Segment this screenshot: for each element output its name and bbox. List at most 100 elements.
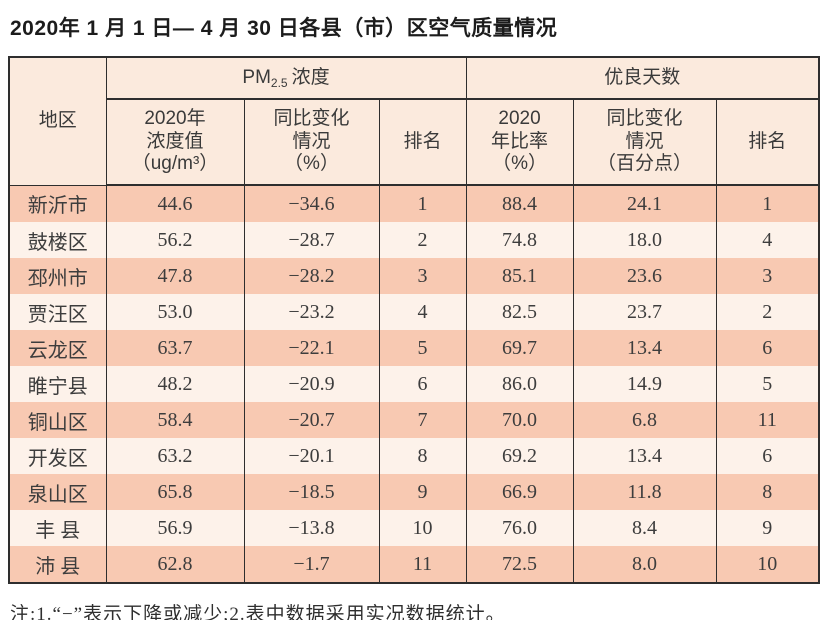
goodday-change-cell: 23.7 [572, 294, 717, 330]
goodday-rank-column-header: 排名 [715, 98, 820, 186]
goodday-rank-cell: 6 [715, 330, 820, 366]
goodday-rank-cell: 11 [715, 402, 820, 438]
pm25-value-cell: 58.4 [105, 402, 245, 438]
goodday-change-cell: 23.6 [572, 258, 717, 294]
pm25-change-cell: −34.6 [243, 185, 380, 222]
region-cell: 邳州市 [8, 258, 107, 294]
table-row: 睢宁县 48.2 −20.9 6 86.0 14.9 5 [8, 366, 820, 402]
table-body: 新沂市 44.6 −34.6 1 88.4 24.1 1 鼓楼区 56.2 −28.7 2 74.8 1… [8, 185, 820, 583]
goodday-change-cell: 8.0 [572, 546, 717, 583]
table-row: 邳州市 47.8 −28.2 3 85.1 23.6 3 [8, 258, 820, 294]
goodday-rank-cell: 10 [715, 546, 820, 583]
goodday-ratio-cell: 70.0 [465, 402, 574, 438]
goodday-rank-cell: 9 [715, 510, 820, 546]
pm25-group-header: PM2.5 浓度 [105, 56, 467, 100]
table-row: 沛 县 62.8 −1.7 11 72.5 8.0 10 [8, 546, 820, 583]
pm25-subscript: 2.5 [270, 75, 288, 90]
goodday-ratio-cell: 76.0 [465, 510, 574, 546]
pm25-change-cell: −13.8 [243, 510, 380, 546]
pm25-rank-cell: 7 [378, 402, 467, 438]
pm25-value-cell: 63.7 [105, 330, 245, 366]
goodday-ratio-cell: 69.2 [465, 438, 574, 474]
pm25-label-prefix: PM [242, 66, 271, 88]
pm25-rank-cell: 6 [378, 366, 467, 402]
pm25-rank-cell: 8 [378, 438, 467, 474]
pm25-change-cell: −20.1 [243, 438, 380, 474]
pm25-change-cell: −1.7 [243, 546, 380, 583]
goodday-change-cell: 18.0 [572, 222, 717, 258]
air-quality-table: 地区 PM2.5 浓度 优良天数 2020年 浓度值 （ug/m³） 同比变化 情… [8, 56, 821, 584]
pm25-rank-cell: 5 [378, 330, 467, 366]
region-cell: 铜山区 [8, 402, 107, 438]
pm25-rank-cell: 4 [378, 294, 467, 330]
goodday-change-cell: 13.4 [572, 330, 717, 366]
pm25-change-cell: −22.1 [243, 330, 380, 366]
goodday-ratio-cell: 88.4 [465, 185, 574, 222]
region-cell: 鼓楼区 [8, 222, 107, 258]
region-column-header: 地区 [8, 56, 107, 186]
page-title: 2020年 1 月 1 日— 4 月 30 日各县（市）区空气质量情况 [10, 17, 558, 40]
pm25-change-cell: −28.2 [243, 258, 380, 294]
pm25-value-cell: 53.0 [105, 294, 245, 330]
goodday-rank-cell: 1 [715, 185, 820, 222]
goodday-change-cell: 14.9 [572, 366, 717, 402]
goodday-change-cell: 6.8 [572, 402, 717, 438]
pm25-value-cell: 56.2 [105, 222, 245, 258]
goodday-ratio-column-header: 2020 年比率 （%） [465, 98, 574, 186]
pm25-value-cell: 63.2 [105, 438, 245, 474]
goodday-rank-cell: 4 [715, 222, 820, 258]
pm25-value-cell: 44.6 [105, 185, 245, 222]
goodday-rank-cell: 2 [715, 294, 820, 330]
table-row: 丰 县 56.9 −13.8 10 76.0 8.4 9 [8, 510, 820, 546]
pm25-label-suffix: 浓度 [291, 66, 330, 88]
pm25-change-cell: −23.2 [243, 294, 380, 330]
pm25-rank-cell: 11 [378, 546, 467, 583]
goodday-ratio-cell: 69.7 [465, 330, 574, 366]
region-cell: 睢宁县 [8, 366, 107, 402]
region-cell: 云龙区 [8, 330, 107, 366]
pm25-rank-cell: 9 [378, 474, 467, 510]
goodday-change-cell: 8.4 [572, 510, 717, 546]
pm25-rank-column-header: 排名 [378, 98, 467, 186]
goodday-rank-cell: 6 [715, 438, 820, 474]
region-cell: 沛 县 [8, 546, 107, 583]
goodday-ratio-cell: 85.1 [465, 258, 574, 294]
goodday-group-header: 优良天数 [465, 56, 820, 100]
goodday-ratio-cell: 66.9 [465, 474, 574, 510]
table-row: 鼓楼区 56.2 −28.7 2 74.8 18.0 4 [8, 222, 820, 258]
goodday-rank-cell: 8 [715, 474, 820, 510]
goodday-ratio-cell: 82.5 [465, 294, 574, 330]
goodday-change-cell: 11.8 [572, 474, 717, 510]
goodday-rank-cell: 5 [715, 366, 820, 402]
footnote: 注:1.“−”表示下降或减少;2.表中数据采用实况数据统计。 [10, 604, 506, 620]
goodday-change-column-header: 同比变化 情况 （百分点） [572, 98, 717, 186]
pm25-rank-cell: 10 [378, 510, 467, 546]
table-header: 地区 PM2.5 浓度 优良天数 2020年 浓度值 （ug/m³） 同比变化 情… [8, 56, 820, 186]
region-cell: 开发区 [8, 438, 107, 474]
header-sub-row: 2020年 浓度值 （ug/m³） 同比变化 情况 （%） 排名 2020 年比… [9, 98, 820, 186]
goodday-ratio-cell: 74.8 [465, 222, 574, 258]
table-row: 铜山区 58.4 −20.7 7 70.0 6.8 11 [8, 402, 820, 438]
goodday-ratio-cell: 72.5 [465, 546, 574, 583]
region-cell: 丰 县 [8, 510, 107, 546]
goodday-change-cell: 24.1 [572, 185, 717, 222]
region-cell: 泉山区 [8, 474, 107, 510]
table-row: 开发区 63.2 −20.1 8 69.2 13.4 6 [8, 438, 820, 474]
region-cell: 贾汪区 [8, 294, 107, 330]
pm25-value-cell: 48.2 [105, 366, 245, 402]
header-group-row: 地区 PM2.5 浓度 优良天数 [8, 56, 820, 186]
goodday-rank-cell: 3 [715, 258, 820, 294]
pm25-rank-cell: 1 [378, 185, 467, 222]
goodday-change-cell: 13.4 [572, 438, 717, 474]
pm25-rank-cell: 2 [378, 222, 467, 258]
pm25-change-cell: −20.7 [243, 402, 380, 438]
pm25-value-cell: 56.9 [105, 510, 245, 546]
pm25-value-cell: 65.8 [105, 474, 245, 510]
table-row: 贾汪区 53.0 −23.2 4 82.5 23.7 2 [8, 294, 820, 330]
pm25-rank-cell: 3 [378, 258, 467, 294]
pm25-value-cell: 62.8 [105, 546, 245, 583]
pm25-change-cell: −28.7 [243, 222, 380, 258]
region-cell: 新沂市 [8, 185, 107, 222]
goodday-ratio-cell: 86.0 [465, 366, 574, 402]
